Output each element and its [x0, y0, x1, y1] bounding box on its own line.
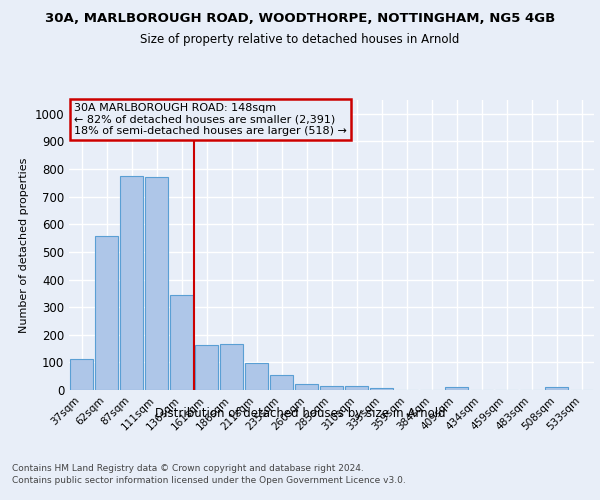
Bar	[95, 236, 118, 390]
Bar	[270, 375, 293, 390]
Bar	[245, 363, 268, 390]
Bar	[545, 387, 568, 390]
Bar	[220, 344, 243, 390]
Y-axis label: Number of detached properties: Number of detached properties	[19, 158, 29, 332]
Bar	[320, 386, 343, 390]
Text: Size of property relative to detached houses in Arnold: Size of property relative to detached ho…	[140, 32, 460, 46]
Bar	[70, 359, 93, 390]
Bar	[295, 384, 318, 390]
Bar	[345, 386, 368, 390]
Bar	[120, 176, 143, 390]
Text: 30A, MARLBOROUGH ROAD, WOODTHORPE, NOTTINGHAM, NG5 4GB: 30A, MARLBOROUGH ROAD, WOODTHORPE, NOTTI…	[45, 12, 555, 26]
Text: Distribution of detached houses by size in Arnold: Distribution of detached houses by size …	[155, 408, 445, 420]
Bar	[370, 388, 393, 390]
Bar	[445, 387, 468, 390]
Text: 30A MARLBOROUGH ROAD: 148sqm
← 82% of detached houses are smaller (2,391)
18% of: 30A MARLBOROUGH ROAD: 148sqm ← 82% of de…	[74, 103, 347, 136]
Text: Contains HM Land Registry data © Crown copyright and database right 2024.: Contains HM Land Registry data © Crown c…	[12, 464, 364, 473]
Text: Contains public sector information licensed under the Open Government Licence v3: Contains public sector information licen…	[12, 476, 406, 485]
Bar	[170, 294, 193, 390]
Bar	[195, 345, 218, 390]
Bar	[145, 178, 168, 390]
